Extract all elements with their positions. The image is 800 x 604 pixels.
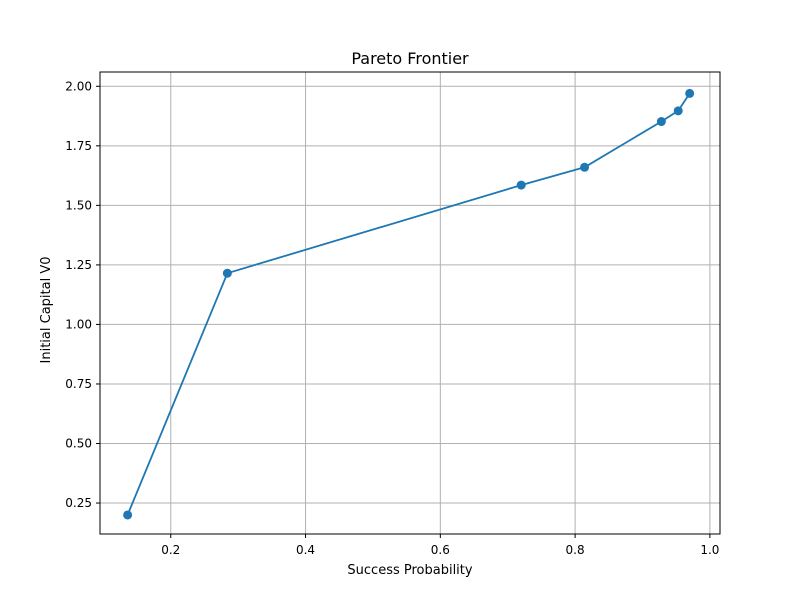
data-point	[580, 162, 590, 172]
series-line	[126, 92, 691, 516]
x-axis-label: Success Probability	[347, 563, 472, 578]
data-point	[685, 88, 695, 98]
x-tick-label: 0.2	[161, 543, 180, 557]
y-tick-label: 2.00	[65, 79, 92, 93]
data-point	[123, 510, 133, 520]
axes-frame	[99, 71, 721, 535]
y-tick-label: 0.25	[65, 496, 92, 510]
x-tick-label: 0.4	[296, 543, 315, 557]
y-tick-label: 1.00	[65, 317, 92, 331]
x-tick-label: 1.0	[700, 543, 719, 557]
grid-lines	[100, 72, 720, 534]
data-series	[123, 88, 695, 520]
x-tick-label: 0.6	[431, 543, 450, 557]
data-point	[673, 106, 683, 116]
data-point	[656, 117, 666, 127]
x-tick-label: 0.8	[566, 543, 585, 557]
y-tick-label: 0.50	[65, 437, 92, 451]
y-tick-label: 1.50	[65, 198, 92, 212]
y-tick-label: 1.25	[65, 258, 92, 272]
data-point	[222, 268, 232, 278]
y-tick-label: 1.75	[65, 139, 92, 153]
data-point	[516, 180, 526, 190]
y-axis-label: Initial Capital V0	[39, 257, 54, 364]
axis-ticks: 0.2 0.4 0.6 0.8 1.0 0.25 0.50 0.75 1.00 1.25 1.50 1…	[65, 79, 719, 557]
y-tick-label: 0.75	[65, 377, 92, 391]
chart-title: Pareto Frontier	[351, 49, 469, 68]
